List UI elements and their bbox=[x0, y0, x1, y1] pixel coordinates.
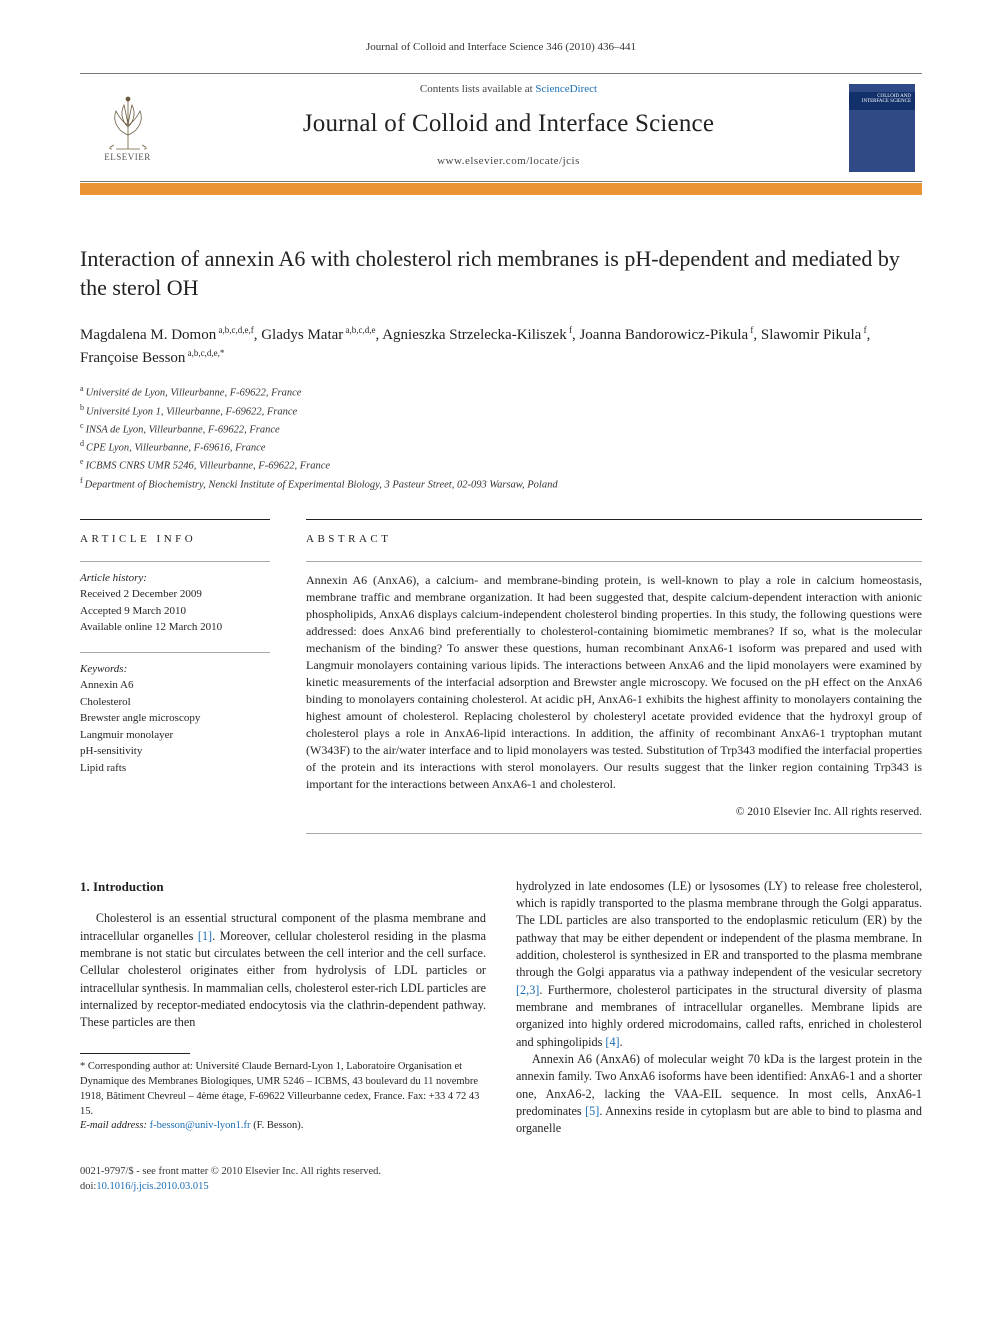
masthead: ELSEVIER Contents lists available at Sci… bbox=[80, 73, 922, 182]
keyword: pH-sensitivity bbox=[80, 743, 270, 760]
keywords-label: Keywords: bbox=[80, 661, 270, 678]
footnote-separator bbox=[80, 1053, 190, 1054]
sciencedirect-link[interactable]: ScienceDirect bbox=[535, 83, 597, 95]
abstract-text: Annexin A6 (AnxA6), a calcium- and membr… bbox=[306, 561, 922, 793]
history-line: Accepted 9 March 2010 bbox=[80, 603, 270, 620]
running-head: Journal of Colloid and Interface Science… bbox=[80, 40, 922, 55]
corresponding-author-footnote: * Corresponding author at: Université Cl… bbox=[80, 1060, 486, 1133]
body-col-left: 1. Introduction Cholesterol is an essent… bbox=[80, 878, 486, 1138]
keyword: Langmuir monolayer bbox=[80, 727, 270, 744]
body-columns: 1. Introduction Cholesterol is an essent… bbox=[80, 878, 922, 1138]
reference-link[interactable]: [1] bbox=[198, 929, 212, 943]
doi-link[interactable]: 10.1016/j.jcis.2010.03.015 bbox=[96, 1181, 208, 1192]
publisher-name: ELSEVIER bbox=[104, 151, 151, 163]
article-title: Interaction of annexin A6 with cholester… bbox=[80, 245, 922, 302]
history-line: Available online 12 March 2010 bbox=[80, 619, 270, 636]
footer-copyright: 0021-9797/$ - see front matter © 2010 El… bbox=[80, 1164, 922, 1179]
copyright: © 2010 Elsevier Inc. All rights reserved… bbox=[306, 805, 922, 834]
journal-url[interactable]: www.elsevier.com/locate/jcis bbox=[185, 154, 832, 169]
reference-link[interactable]: [4] bbox=[605, 1035, 619, 1049]
body-paragraph: hydrolyzed in late endosomes (LE) or lys… bbox=[516, 878, 922, 1051]
page-footer: 0021-9797/$ - see front matter © 2010 El… bbox=[80, 1164, 922, 1194]
contents-prefix: Contents lists available at bbox=[420, 83, 535, 95]
cover-label: COLLOID AND INTERFACE SCIENCE bbox=[853, 94, 911, 105]
section-heading: 1. Introduction bbox=[80, 878, 486, 896]
body-paragraph: Cholesterol is an essential structural c… bbox=[80, 910, 486, 1031]
email-person: (F. Besson). bbox=[253, 1120, 303, 1131]
body-paragraph: Annexin A6 (AnxA6) of molecular weight 7… bbox=[516, 1051, 922, 1138]
email-label: E-mail address: bbox=[80, 1120, 147, 1131]
abstract-head: ABSTRACT bbox=[306, 519, 922, 547]
journal-title: Journal of Colloid and Interface Science bbox=[185, 107, 832, 141]
keywords-block: Keywords: Annexin A6 Cholesterol Brewste… bbox=[80, 652, 270, 777]
body-col-right: hydrolyzed in late endosomes (LE) or lys… bbox=[516, 878, 922, 1138]
keyword: Brewster angle microscopy bbox=[80, 710, 270, 727]
accent-bar bbox=[80, 183, 922, 195]
publisher-logo: ELSEVIER bbox=[80, 74, 175, 181]
reference-link[interactable]: [5] bbox=[585, 1104, 599, 1118]
reference-link[interactable]: [2,3] bbox=[516, 983, 539, 997]
keyword: Cholesterol bbox=[80, 694, 270, 711]
keyword: Lipid rafts bbox=[80, 760, 270, 777]
footnote-text: * Corresponding author at: Université Cl… bbox=[80, 1060, 486, 1119]
author-list: Magdalena M. Domon a,b,c,d,e,f, Gladys M… bbox=[80, 324, 922, 369]
email-link[interactable]: f-besson@univ-lyon1.fr bbox=[150, 1120, 251, 1131]
article-info-head: ARTICLE INFO bbox=[80, 519, 270, 547]
cover-thumbnail: COLLOID AND INTERFACE SCIENCE bbox=[842, 74, 922, 181]
contents-line: Contents lists available at ScienceDirec… bbox=[185, 82, 832, 97]
history-line: Received 2 December 2009 bbox=[80, 586, 270, 603]
article-history: Article history: Received 2 December 200… bbox=[80, 561, 270, 636]
keyword: Annexin A6 bbox=[80, 677, 270, 694]
elsevier-tree-icon bbox=[98, 91, 158, 151]
affiliations: aUniversité de Lyon, Villeurbanne, F-696… bbox=[80, 383, 922, 493]
history-label: Article history: bbox=[80, 570, 270, 587]
doi-prefix: doi: bbox=[80, 1181, 96, 1192]
